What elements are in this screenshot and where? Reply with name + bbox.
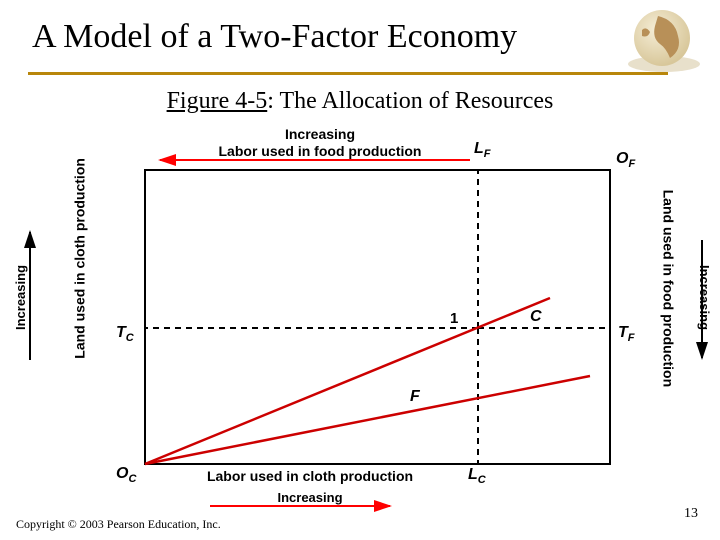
figure-desc: : The Allocation of Resources [267,88,553,114]
copyright-text: Copyright © 2003 Pearson Education, Inc. [16,517,221,532]
right-increasing-label: Increasing [697,265,712,330]
globe-icon [620,8,702,74]
figure-title: Figure 4-5: The Allocation of Resources [0,88,720,115]
slide-title: A Model of a Two-Factor Economy [32,18,517,56]
title-underline [28,72,668,75]
bottom-increasing-label: Increasing [220,490,400,505]
page-number: 13 [684,506,698,522]
figure-num: Figure 4-5 [167,88,268,114]
lf-label: LF [474,140,491,160]
allocation-diagram [110,168,630,478]
left-increasing-label: Increasing [13,265,28,330]
left-axis-label: Land used in cloth production [72,148,89,368]
right-axis-label: Land used in food production [660,178,677,398]
top-axis-label: IncreasingLabor used in food production [180,126,460,160]
